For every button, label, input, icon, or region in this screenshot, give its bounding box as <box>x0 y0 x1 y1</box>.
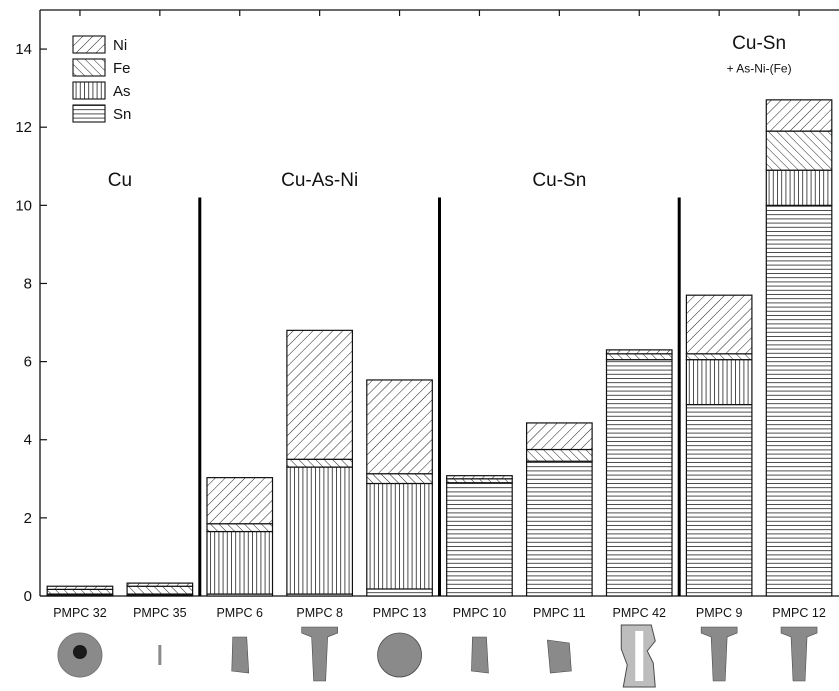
bar-segment-as <box>206 530 274 595</box>
bar-segment-as <box>286 466 354 595</box>
group-label: Cu-As-Ni <box>281 170 358 191</box>
y-axis: 0 2 4 6 8 10 12 14 <box>15 41 47 605</box>
bar-segment-ni <box>765 99 833 132</box>
bar-segment-fe <box>46 588 114 595</box>
y-tick-label: 14 <box>15 41 32 58</box>
bar-segment-ni <box>206 477 274 525</box>
chisel-icon <box>231 636 250 674</box>
chisel-icon <box>471 636 489 674</box>
bar-segment-fe <box>685 353 753 361</box>
group-label: Cu <box>108 170 132 191</box>
bar-segment-fe <box>126 585 194 595</box>
y-tick-label: 0 <box>24 588 32 605</box>
chisel-shape <box>471 636 489 674</box>
x-tick-label: PMPC 6 <box>216 606 263 620</box>
bar-segment-as <box>765 169 833 206</box>
group-labels: Cu Cu-As-Ni Cu-Sn Cu-Sn + As-Ni-(Fe) <box>108 33 792 191</box>
axe-icon <box>780 626 818 682</box>
bar-segment-ni <box>286 329 354 460</box>
bar-segment-ni <box>46 585 114 590</box>
bar-segment-fe <box>765 130 833 171</box>
y-tick-label: 2 <box>24 510 32 527</box>
y-tick-label: 8 <box>24 275 32 292</box>
legend-swatch-fe <box>72 58 106 77</box>
x-tick-label: PMPC 10 <box>453 606 507 620</box>
bar-segment-sn <box>525 460 593 597</box>
bar-segment-ni <box>446 475 513 480</box>
bar-segment-as <box>685 359 753 406</box>
group-label: Cu-Sn <box>732 33 786 54</box>
group-sublabel: + As-Ni-(Fe) <box>727 62 792 76</box>
bar-segment-sn <box>765 204 833 597</box>
rod-shape <box>158 645 162 665</box>
legend-label-fe: Fe <box>113 60 131 77</box>
bar-segment-sn <box>366 588 433 597</box>
bar-segment-ni <box>685 294 753 355</box>
bar-segment-ni <box>126 582 194 587</box>
legend-swatch-sn <box>72 104 106 123</box>
bead-icon <box>57 632 103 678</box>
x-tick-label: PMPC 9 <box>696 606 743 620</box>
disc-shape <box>377 632 422 678</box>
legend-label-as: As <box>113 83 131 100</box>
legend-swatch-ni <box>72 35 106 54</box>
bar-segment-fe <box>525 448 593 462</box>
bar-segment-fe <box>366 473 433 485</box>
disc-icon <box>377 632 422 678</box>
axe-shape <box>780 626 818 682</box>
bar-segment-fe <box>286 458 354 468</box>
fragment-shape <box>547 639 572 674</box>
rod-icon <box>158 645 162 665</box>
bar-segment-fe <box>605 353 673 361</box>
bar-segment-ni <box>366 379 433 475</box>
x-tick-label: PMPC 32 <box>53 606 107 620</box>
y-tick-label: 12 <box>15 119 32 136</box>
y-tick-label: 6 <box>24 354 32 371</box>
legend-label-sn: Sn <box>113 106 131 123</box>
bars <box>46 99 833 597</box>
y-tick-label: 10 <box>15 197 32 214</box>
x-tick-label: PMPC 13 <box>373 606 427 620</box>
group-label: Cu-Sn <box>532 170 586 191</box>
bead-hole <box>72 645 87 659</box>
axe-shape <box>301 626 338 682</box>
x-tick-label: PMPC 11 <box>533 606 586 620</box>
legend-label-ni: Ni <box>113 37 127 54</box>
bar-segment-sn <box>685 403 753 597</box>
bracelet-gap <box>635 631 644 681</box>
bar-segment-ni <box>605 349 673 355</box>
x-tick-label: PMPC 42 <box>613 606 667 620</box>
bar-segment-as <box>366 482 433 590</box>
bar-segment-ni <box>525 422 593 451</box>
fragment-icon <box>547 639 572 674</box>
axe-shape <box>700 626 738 682</box>
bar-segment-sn <box>605 359 673 597</box>
x-tick-label: PMPC 12 <box>772 606 826 620</box>
y-tick-label: 4 <box>24 432 32 449</box>
axe-icon <box>301 626 338 682</box>
axe-icon <box>700 626 738 682</box>
chisel-shape <box>231 636 250 674</box>
bar-segment-sn <box>446 482 513 597</box>
legend-swatch-as <box>72 81 106 100</box>
x-tick-label: PMPC 35 <box>133 606 187 620</box>
group-separators <box>198 197 681 596</box>
bracelet-icon <box>620 624 656 688</box>
legend: Ni Fe As Sn <box>72 35 131 123</box>
x-tick-label: PMPC 8 <box>296 606 343 620</box>
bar-segment-fe <box>206 523 274 533</box>
artifact-icons <box>57 624 818 688</box>
